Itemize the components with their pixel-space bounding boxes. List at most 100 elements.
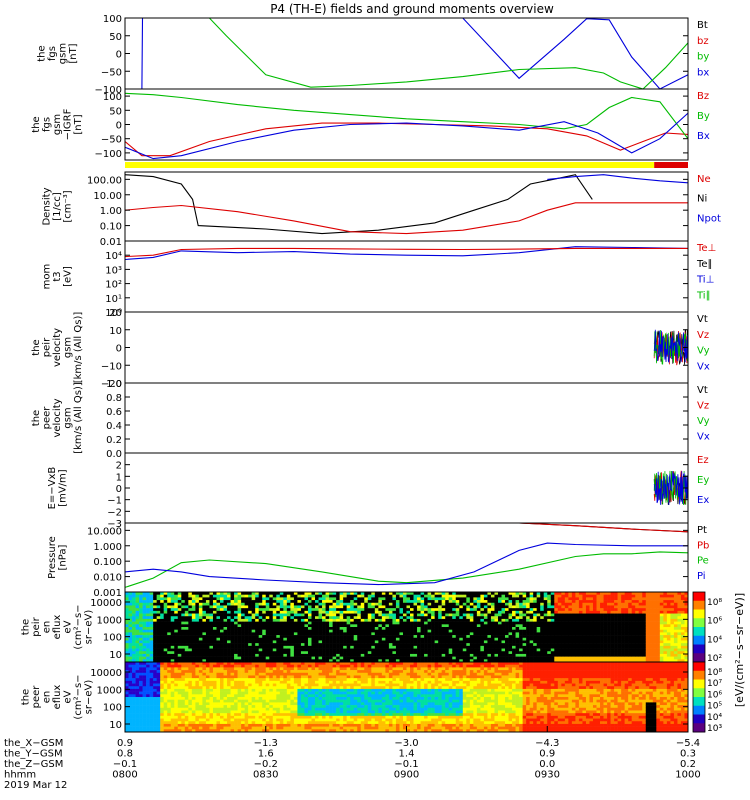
spectrogram-cell <box>663 605 668 609</box>
spectrogram-cell <box>262 629 267 633</box>
spectrogram-cell <box>522 640 527 644</box>
spectrogram-cell <box>561 651 566 655</box>
spectrogram-cell <box>519 627 523 630</box>
spectrogram-cell <box>402 616 407 620</box>
spectrogram-cell <box>684 656 689 660</box>
spectrogram-cell <box>656 656 661 660</box>
spectrogram-cell <box>128 616 133 620</box>
spectrogram-cell <box>469 597 474 601</box>
spectrogram-cell <box>617 602 622 606</box>
spectrogram-cell <box>381 648 386 652</box>
spectrogram-cell <box>311 616 316 620</box>
spectrogram-cell <box>673 659 678 663</box>
spectrogram-cell <box>184 721 189 725</box>
spectrogram-cell <box>505 656 509 660</box>
spectrogram-cell <box>483 653 488 657</box>
spectrogram-cell <box>666 600 671 604</box>
spectrogram-cell <box>149 635 154 639</box>
spectrogram-cell <box>279 632 284 636</box>
spectrogram-cell <box>153 632 157 636</box>
spectrogram-cell <box>191 670 196 674</box>
spectrogram-cell <box>431 597 435 601</box>
spectrogram-cell <box>156 632 161 636</box>
spectrogram-cell <box>561 624 566 628</box>
spectrogram-cell <box>163 629 168 633</box>
spectrogram-cell <box>480 624 485 628</box>
spectrogram-cell <box>142 688 147 692</box>
spectrogram-cell <box>174 726 179 730</box>
legend-entry: Pt <box>697 525 707 536</box>
spectrogram-cell <box>244 608 249 612</box>
spectrogram-cell <box>297 602 302 606</box>
spectrogram-cell <box>554 656 559 660</box>
spectrogram-cell <box>353 618 358 622</box>
spectrogram-cell <box>628 635 632 639</box>
spectrogram-cell <box>568 629 573 633</box>
spectrogram-cell <box>483 610 488 614</box>
spectrogram-cell <box>670 605 675 609</box>
spectrogram-cell <box>603 635 608 639</box>
spectrogram-cell <box>290 637 295 641</box>
spectrogram-cell <box>160 627 165 630</box>
y-tick-label: 100.00 <box>87 175 122 186</box>
spectrogram-cell <box>427 640 432 644</box>
spectrogram-cell <box>339 610 344 614</box>
spectrogram-cell <box>512 643 516 647</box>
spectrogram-cell <box>272 629 277 633</box>
spectrogram-cell <box>666 640 671 644</box>
spectrogram-cell <box>170 699 175 703</box>
spectrogram-cell <box>578 635 583 639</box>
spectrogram-cell <box>666 648 671 652</box>
spectrogram-cell <box>441 618 446 622</box>
spectrogram-cell <box>132 651 136 655</box>
spectrogram-cell <box>188 616 193 620</box>
spectrogram-cell <box>364 629 369 633</box>
spectrogram-cell <box>258 651 263 655</box>
spectrogram-cell <box>184 670 189 674</box>
spectrogram-cell <box>220 627 224 630</box>
spectrogram-cell <box>589 629 594 633</box>
spectrogram-cell <box>592 592 597 595</box>
spectrogram-cell <box>212 618 217 622</box>
spectrogram-cell <box>286 651 291 655</box>
spectrogram-cell <box>125 610 129 614</box>
spectrogram-cell <box>603 648 608 652</box>
spectrogram-cell <box>652 610 657 614</box>
spectrogram-cell <box>642 597 647 601</box>
spectrogram-cell <box>184 713 189 717</box>
spectrogram-cell <box>635 616 640 620</box>
spectrogram-cell <box>346 648 351 652</box>
spectrogram-cell <box>638 640 643 644</box>
spectrogram-cell <box>237 594 242 598</box>
spectrogram-cell <box>550 613 555 617</box>
spectrogram-cell <box>434 648 439 652</box>
y-tick-label: −1 <box>107 496 122 507</box>
spectrogram-cell <box>585 653 590 657</box>
spectrogram-cell <box>680 608 685 612</box>
spectrogram-cell <box>571 637 576 641</box>
spectrogram-cell <box>184 640 189 644</box>
spectrogram-cell <box>174 675 179 679</box>
spectrogram-cell <box>571 605 576 609</box>
spectrogram-cell <box>269 621 274 625</box>
spectrogram-cell <box>300 624 305 628</box>
spectrogram-cell <box>325 637 330 641</box>
legend-entry: Ez <box>697 455 709 466</box>
spectrogram-cell <box>343 656 347 660</box>
spectrogram-cell <box>283 629 288 633</box>
spectrogram-cell <box>670 645 675 649</box>
spectrogram-cell <box>628 600 632 604</box>
spectrogram-cell <box>473 608 478 612</box>
spectrogram-cell <box>656 608 661 612</box>
spectrogram-cell <box>174 635 179 639</box>
spectrogram-cell <box>585 600 590 604</box>
spectrogram-cell <box>146 656 150 660</box>
spectrogram-cell <box>413 616 418 620</box>
spectrogram-cell <box>536 656 541 660</box>
spectrogram-cell <box>441 592 446 595</box>
spectrogram-cell <box>329 651 333 655</box>
spectrogram-cell <box>666 632 671 636</box>
spectrogram-cell <box>406 635 411 639</box>
spectrogram-cell <box>642 656 647 660</box>
spectrogram-cell <box>128 718 133 722</box>
